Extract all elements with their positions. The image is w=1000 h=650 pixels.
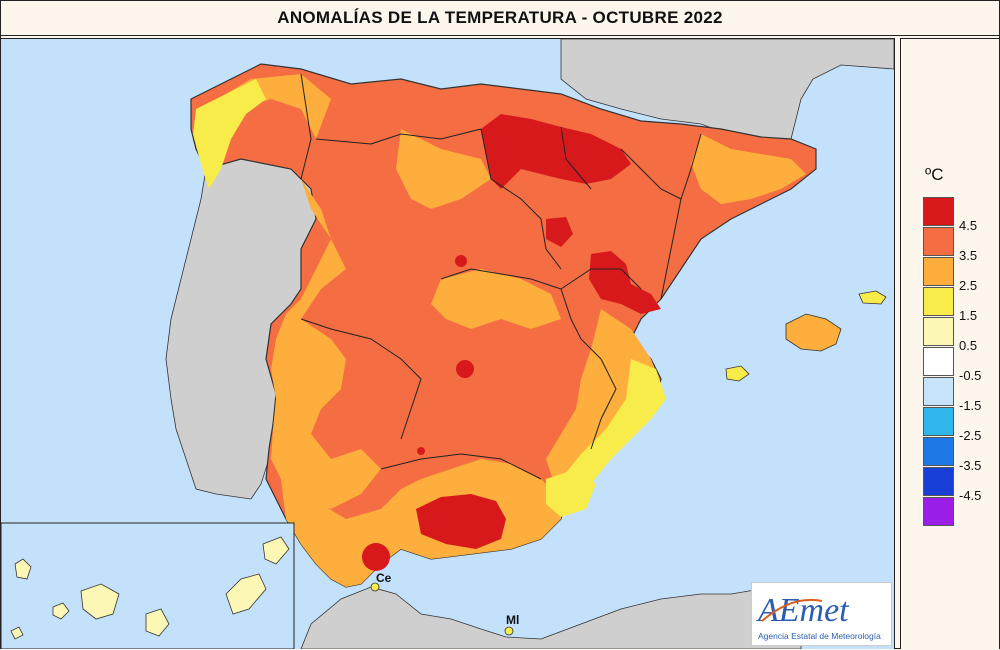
title-bar: ANOMALÍAS DE LA TEMPERATURA - OCTUBRE 20… xyxy=(1,1,999,36)
map-title: ANOMALÍAS DE LA TEMPERATURA - OCTUBRE 20… xyxy=(277,8,723,28)
legend-swatch xyxy=(923,407,954,436)
legend-swatch xyxy=(923,467,954,496)
legend-label: 3.5 xyxy=(959,248,977,263)
aemet-logo: AEmet Agencia Estatal de Meteorología xyxy=(751,582,892,646)
legend-swatch xyxy=(923,197,954,226)
legend-label: -4.5 xyxy=(959,488,981,503)
legend-swatch xyxy=(923,437,954,466)
melilla-label: Ml xyxy=(506,613,519,627)
anomaly-zone-4-5-spot-4 xyxy=(417,447,425,455)
legend-label: -2.5 xyxy=(959,428,981,443)
ceuta-label: Ce xyxy=(376,571,391,585)
spain-anomaly-map xyxy=(1,39,894,649)
legend-swatch xyxy=(923,227,954,256)
anomaly-zone-4-5-spot-1 xyxy=(362,543,390,571)
anomaly-zone-4-5-spot-3 xyxy=(455,255,467,267)
legend-swatch xyxy=(923,497,954,526)
legend-swatch xyxy=(923,377,954,406)
logo-subtitle: Agencia Estatal de Meteorología xyxy=(758,631,881,641)
aemet-logo-graphic: AEmet Agencia Estatal de Meteorología xyxy=(752,583,891,645)
map-panel xyxy=(1,38,895,649)
legend-label: 4.5 xyxy=(959,218,977,233)
legend-label: -0.5 xyxy=(959,368,981,383)
legend-unit: ºC xyxy=(925,165,944,185)
legend-swatch xyxy=(923,287,954,316)
legend-label: 1.5 xyxy=(959,308,977,323)
legend-label: 0.5 xyxy=(959,338,977,353)
legend-swatch xyxy=(923,257,954,286)
legend-label: 2.5 xyxy=(959,278,977,293)
legend-label: -3.5 xyxy=(959,458,981,473)
legend-swatch xyxy=(923,347,954,376)
legend-panel: ºC 4.5 3.5 2.5 1.5 0.5 -0.5 -1.5 -2.5 -3.5 -4.5 xyxy=(900,38,999,649)
logo-wordmark: AEmet xyxy=(756,592,850,629)
melilla-marker xyxy=(505,627,513,635)
legend-swatch xyxy=(923,317,954,346)
anomaly-zone-4-5-spot-2 xyxy=(456,360,474,378)
legend-label: -1.5 xyxy=(959,398,981,413)
